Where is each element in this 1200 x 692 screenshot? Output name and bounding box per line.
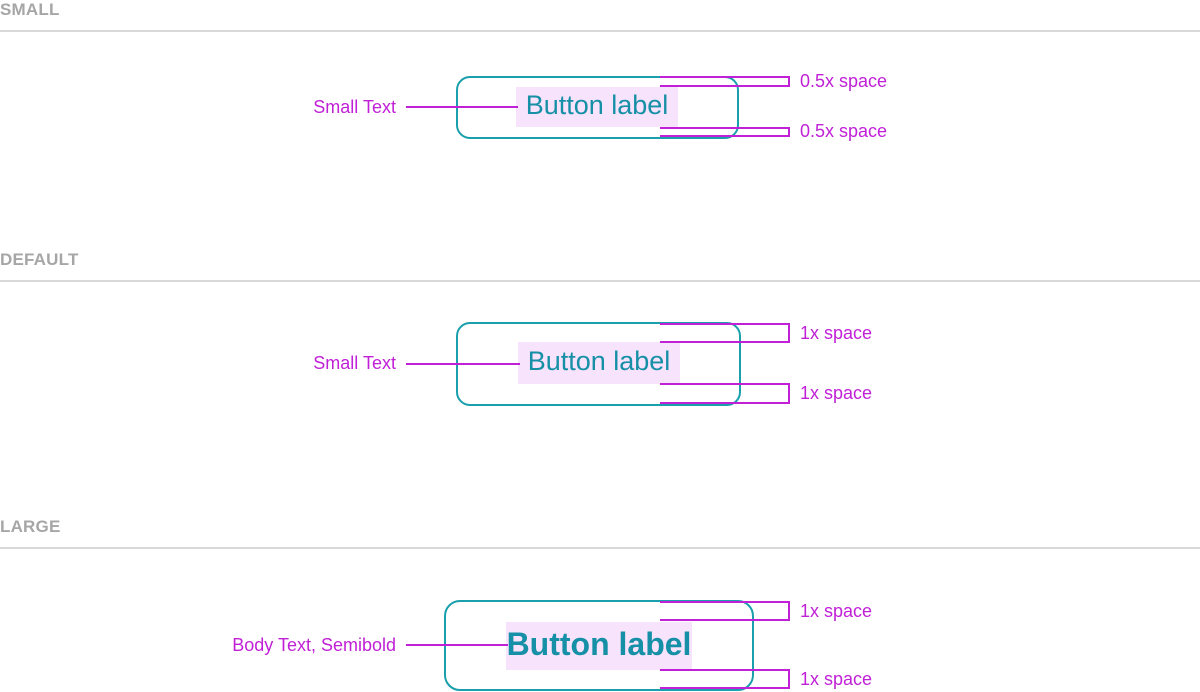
bottom-spacing-label-large: 1x space <box>800 669 873 689</box>
section-divider <box>0 547 1200 549</box>
top-spacing-bracket <box>660 323 790 343</box>
font-annotation-small: Small Text <box>313 97 396 117</box>
button-label-default: Button label <box>527 346 671 376</box>
section-title-small: SMALL <box>0 0 60 19</box>
font-annotation-large: Body Text, Semibold <box>232 635 396 655</box>
top-spacing-label-default: 1x space <box>800 323 873 343</box>
section-divider <box>0 30 1200 32</box>
label-highlight <box>518 342 680 384</box>
section-title-large: LARGE <box>0 517 61 536</box>
top-spacing-label-small: 0.5x space <box>800 71 888 91</box>
section-divider <box>0 280 1200 282</box>
button-label-large: Button label <box>506 626 692 662</box>
font-annotation-default: Small Text <box>313 353 396 373</box>
top-spacing-label-large: 1x space <box>800 601 873 621</box>
font-leader-line <box>406 363 520 365</box>
font-leader-line <box>406 106 518 108</box>
bottom-spacing-bracket <box>660 669 790 689</box>
top-spacing-bracket <box>660 76 790 87</box>
button-label-small: Button label <box>525 90 669 120</box>
bottom-spacing-bracket <box>660 127 790 137</box>
label-highlight <box>506 622 692 670</box>
section-title-default: DEFAULT <box>0 250 79 269</box>
bottom-spacing-label-default: 1x space <box>800 383 873 403</box>
label-highlight <box>516 87 678 127</box>
bottom-spacing-bracket <box>660 383 790 404</box>
top-spacing-bracket <box>660 601 790 621</box>
font-leader-line <box>406 644 508 646</box>
bottom-spacing-label-small: 0.5x space <box>800 121 888 141</box>
